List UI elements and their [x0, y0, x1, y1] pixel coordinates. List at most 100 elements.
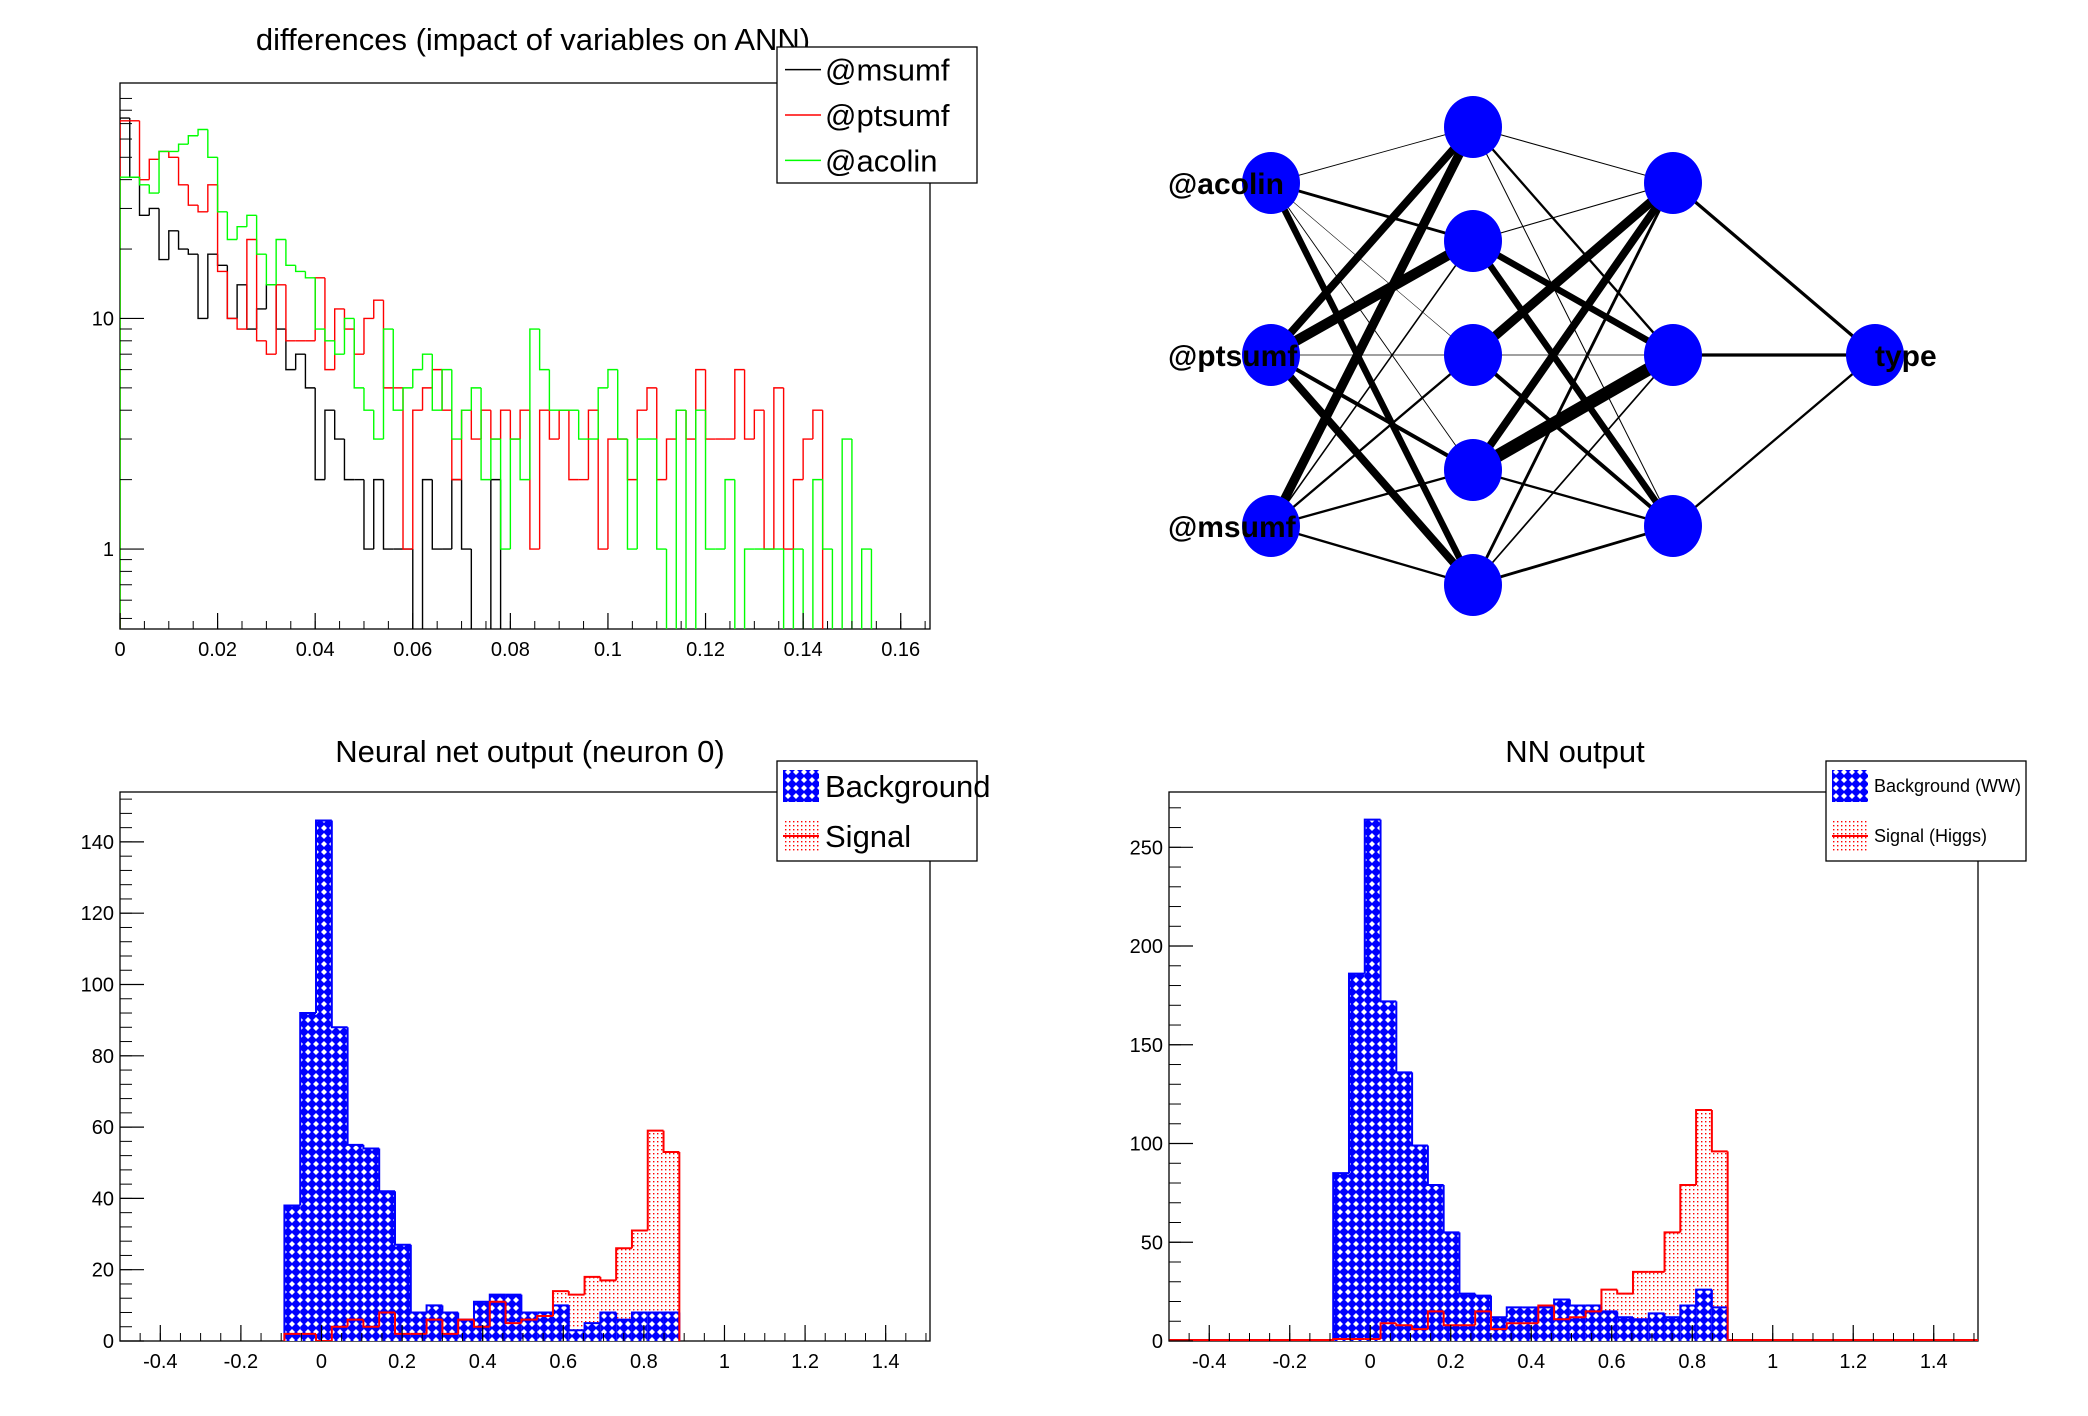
plot-frame — [119, 791, 931, 1342]
legend-crosshatch-swatch — [783, 770, 819, 802]
histogram-bin-outline — [1568, 1316, 1586, 1320]
histogram-bar — [647, 1130, 664, 1341]
legend-entry: Background — [783, 769, 990, 804]
network-edge — [1472, 126, 1674, 356]
pad-network: @acolin @ptsumf @msumf type — [1168, 96, 1937, 616]
network-edge — [1270, 468, 1474, 528]
histogram-bin — [704, 410, 716, 550]
histogram-bin — [509, 410, 521, 440]
histogram-bin — [148, 158, 160, 180]
histogram-bar — [1711, 1307, 1728, 1341]
histogram-bin — [265, 340, 277, 355]
histogram-bin — [187, 135, 199, 145]
histogram-bin — [333, 308, 345, 370]
histogram-bin — [460, 479, 472, 550]
network-edge — [1270, 354, 1474, 527]
x-tick-label: 1 — [719, 1351, 730, 1373]
legend-entry: Signal — [783, 819, 911, 854]
series-background-outline — [1332, 818, 1729, 1341]
histogram-bar — [537, 1312, 553, 1341]
histogram-bin-outline — [1616, 1289, 1633, 1295]
network-edge — [1270, 126, 1474, 184]
histogram-bin — [129, 118, 140, 178]
histogram-bin — [685, 410, 687, 629]
network-edge — [1469, 349, 1677, 476]
histogram-bin — [802, 549, 804, 629]
histogram-bin-outline — [630, 1311, 648, 1320]
legend-label: @ptsumf — [825, 98, 950, 133]
network-edge — [1472, 468, 1674, 528]
histogram-bin — [158, 150, 169, 160]
histogram-bin — [607, 368, 618, 388]
histogram-bin-outline — [536, 1315, 553, 1320]
hidden1-node — [1444, 324, 1502, 386]
histogram-bin-outline — [378, 1148, 395, 1193]
histogram-bin-outline — [1379, 819, 1397, 1003]
histogram-bin — [490, 410, 501, 440]
histogram-bin — [353, 318, 364, 389]
histogram-bin-outline — [1474, 1293, 1491, 1297]
histogram-bar — [347, 1144, 364, 1341]
histogram-bin — [685, 410, 696, 440]
histogram-bin-outline — [472, 1319, 490, 1328]
y-tick-label: 150 — [1130, 1035, 1163, 1057]
histogram-bin-outline — [1568, 1299, 1586, 1307]
x-tick-label: 0.08 — [491, 639, 530, 661]
histogram-bin — [529, 328, 540, 480]
series-msumf — [120, 117, 502, 629]
x-tick-label: -0.2 — [1273, 1351, 1307, 1373]
histogram-bar — [552, 1305, 569, 1341]
plot-area — [1169, 818, 1978, 1341]
histogram-bin — [519, 439, 530, 481]
histogram-bin — [363, 479, 374, 550]
histogram-bin-outline — [315, 1333, 332, 1341]
x-tick-label: 0 — [1365, 1351, 1376, 1373]
histogram-bar — [284, 1205, 301, 1341]
histogram-bin — [470, 549, 473, 629]
input-node — [1242, 152, 1300, 214]
histogram-bin — [314, 277, 325, 341]
histogram-bar — [331, 1027, 348, 1341]
x-tick-label: 0.4 — [469, 1351, 497, 1373]
histogram-bin-outline — [362, 1319, 380, 1328]
histogram-bin — [382, 328, 394, 440]
chart-title: NN output — [1505, 734, 1645, 769]
histogram-bin — [558, 409, 569, 440]
histogram-bar — [489, 1294, 506, 1341]
plot-area — [120, 117, 873, 629]
histogram-bin — [412, 549, 414, 629]
series-background-fill — [284, 820, 680, 1341]
histogram-bin-outline — [441, 1305, 459, 1314]
legend-label: @acolin — [825, 143, 937, 178]
histogram-bar — [1396, 1072, 1413, 1341]
histogram-bin — [656, 439, 667, 550]
histogram-bin — [246, 238, 257, 330]
histogram-bin — [675, 409, 687, 440]
histogram-bin-outline — [583, 1322, 601, 1331]
histogram-bar — [1443, 1232, 1460, 1341]
histogram-bin-outline — [504, 1301, 522, 1325]
histogram-bin — [236, 318, 247, 330]
histogram-bin-outline — [1442, 1311, 1460, 1327]
histogram-bin — [646, 387, 657, 411]
histogram-bin — [314, 277, 325, 330]
network-edge — [1469, 180, 1677, 473]
histogram-bar — [379, 1191, 395, 1341]
histogram-bin-outline — [1395, 1001, 1413, 1074]
hidden2-node — [1644, 152, 1702, 214]
histogram-bar — [1601, 1311, 1618, 1341]
histogram-bin-outline — [1474, 1310, 1491, 1326]
legend-label: Background — [825, 769, 990, 804]
series-background-outline — [283, 819, 681, 1341]
histogram-bin — [480, 387, 491, 481]
network-edge — [1266, 124, 1478, 529]
histogram-bar — [568, 1330, 585, 1341]
histogram-bin-outline — [520, 1294, 538, 1314]
histogram-bin-outline — [283, 1332, 301, 1341]
network-edges — [1266, 124, 1877, 588]
histogram-bin — [226, 211, 238, 241]
histogram-bin — [216, 254, 228, 267]
histogram-bin — [275, 284, 286, 330]
histogram-bin-outline — [1458, 1232, 1476, 1295]
